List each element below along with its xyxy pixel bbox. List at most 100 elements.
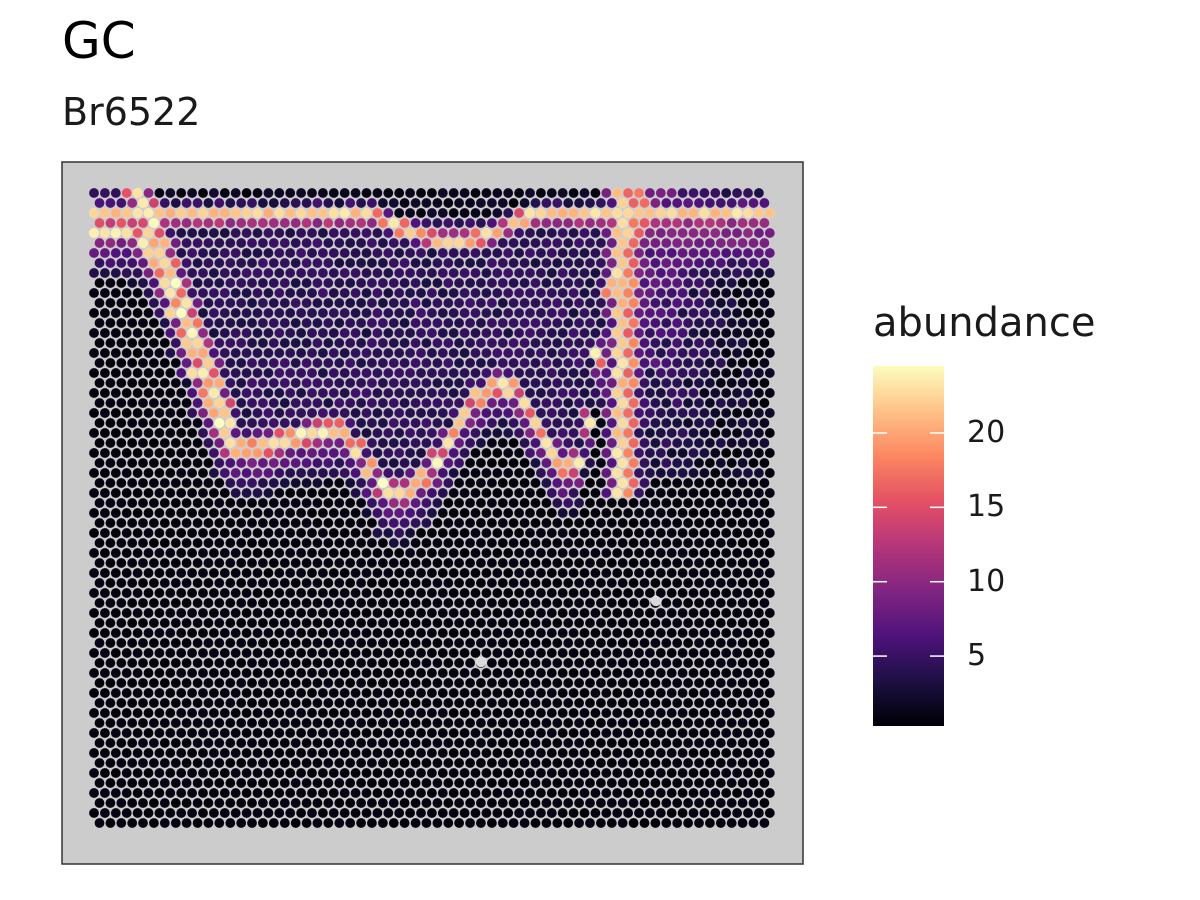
spot — [644, 427, 656, 439]
spot — [121, 527, 132, 539]
spot — [595, 337, 607, 349]
spot — [110, 787, 122, 799]
spot — [530, 737, 541, 749]
spot — [410, 597, 421, 609]
spot — [639, 737, 650, 749]
spot — [246, 537, 258, 549]
spot — [317, 527, 329, 539]
spot — [203, 217, 214, 229]
spot — [246, 597, 258, 609]
spot — [230, 207, 241, 219]
spot — [165, 347, 176, 359]
spot — [334, 197, 345, 209]
spot — [655, 787, 666, 799]
spot — [672, 797, 683, 809]
spot — [497, 297, 508, 309]
spot — [241, 807, 252, 819]
spot — [235, 197, 247, 209]
spot — [748, 297, 759, 309]
spot — [219, 747, 231, 759]
spot — [470, 767, 481, 779]
spot — [208, 427, 220, 439]
spot — [355, 517, 367, 529]
spot — [448, 667, 459, 679]
spot — [105, 437, 116, 449]
spot — [126, 357, 138, 369]
spot — [552, 517, 563, 529]
spot — [94, 397, 105, 409]
spot — [552, 477, 563, 489]
spot — [181, 597, 192, 609]
spot — [241, 627, 252, 639]
spot — [263, 347, 274, 359]
spot — [666, 667, 677, 679]
spot — [453, 677, 465, 689]
spot — [366, 677, 378, 689]
spot — [317, 487, 329, 499]
spot — [170, 497, 182, 509]
spot — [693, 437, 705, 449]
spot — [132, 347, 143, 359]
spot — [584, 457, 596, 469]
spot — [88, 567, 100, 579]
spot — [519, 517, 530, 529]
spot — [301, 517, 312, 529]
spot — [208, 267, 220, 279]
spot — [573, 437, 585, 449]
spot — [132, 807, 143, 819]
spot — [448, 647, 459, 659]
spot — [513, 367, 525, 379]
spot — [486, 737, 498, 749]
spot — [366, 477, 378, 489]
spot — [88, 447, 100, 459]
spot — [579, 447, 590, 459]
spot — [421, 397, 432, 409]
spot — [715, 397, 726, 409]
spot — [579, 547, 590, 559]
spot — [590, 327, 601, 339]
spot — [165, 547, 176, 559]
spot — [617, 717, 628, 729]
spot — [88, 587, 100, 599]
spot — [437, 347, 448, 359]
spot — [388, 737, 399, 749]
spot — [584, 397, 596, 409]
spot — [475, 597, 487, 609]
spot — [633, 267, 645, 279]
spot — [492, 647, 503, 659]
spot — [497, 237, 508, 249]
spot — [121, 767, 132, 779]
spot — [159, 637, 171, 649]
spot — [116, 677, 127, 689]
spot — [579, 527, 590, 539]
spot — [497, 657, 508, 669]
spot — [443, 497, 454, 509]
spot — [312, 797, 323, 809]
spot — [481, 507, 492, 519]
spot — [530, 817, 541, 829]
spot — [563, 717, 574, 729]
spot — [148, 217, 160, 229]
spot — [541, 297, 552, 309]
spot — [655, 567, 666, 579]
spot — [377, 197, 389, 209]
spot — [116, 377, 127, 389]
spot — [197, 707, 209, 719]
spot — [432, 197, 443, 209]
spot — [143, 587, 154, 599]
spot — [203, 777, 214, 789]
spot — [372, 447, 383, 459]
spot — [535, 247, 547, 259]
spot — [192, 777, 203, 789]
spot — [753, 627, 765, 639]
spot — [399, 497, 410, 509]
spot — [639, 437, 650, 449]
spot — [274, 307, 285, 319]
spot — [639, 477, 650, 489]
spot — [225, 277, 236, 289]
spot — [448, 767, 459, 779]
spot — [137, 517, 149, 529]
spot — [99, 387, 111, 399]
spot — [519, 257, 530, 269]
spot — [443, 657, 454, 669]
